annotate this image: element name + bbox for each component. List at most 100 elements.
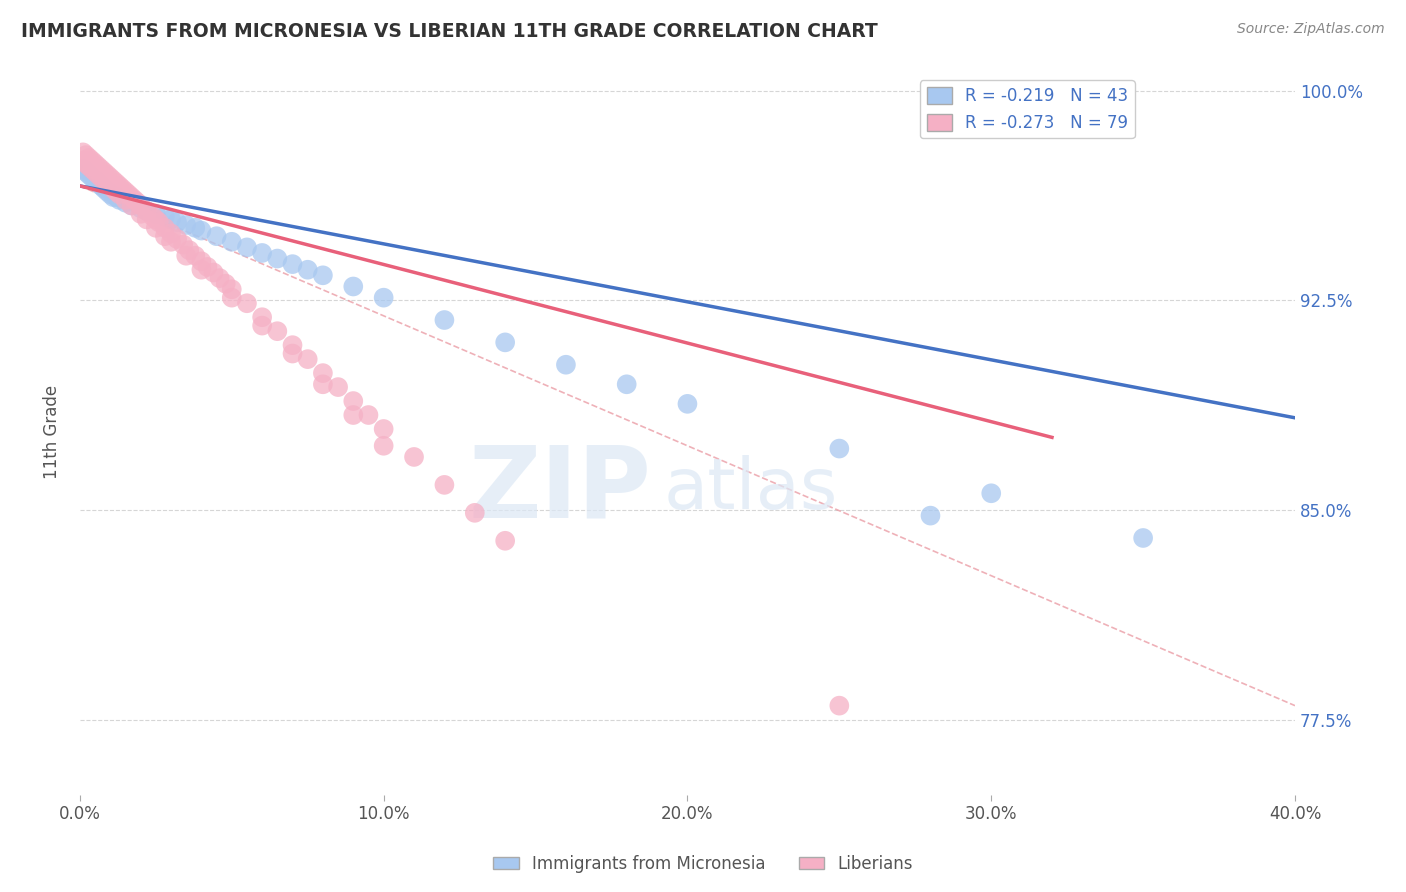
Point: [114, 185, 136, 199]
Point: [494, 533, 516, 548]
Point: [980, 486, 1002, 500]
Point: [98, 170, 121, 185]
Point: [676, 397, 699, 411]
Point: [166, 232, 188, 246]
Point: [202, 266, 225, 280]
Point: [160, 235, 183, 249]
Point: [433, 313, 456, 327]
Point: [402, 450, 425, 464]
Point: [281, 338, 304, 352]
Point: [160, 212, 183, 227]
Point: [250, 246, 273, 260]
Point: [93, 165, 115, 179]
Point: [174, 218, 197, 232]
Point: [129, 201, 152, 215]
Point: [179, 243, 201, 257]
Point: [166, 215, 188, 229]
Point: [80, 162, 103, 177]
Point: [77, 151, 100, 165]
Point: [312, 377, 335, 392]
Point: [312, 366, 335, 380]
Point: [221, 235, 243, 249]
Point: [208, 271, 231, 285]
Point: [297, 262, 319, 277]
Point: [326, 380, 349, 394]
Point: [77, 168, 100, 182]
Point: [297, 352, 319, 367]
Point: [108, 193, 131, 207]
Point: [221, 291, 243, 305]
Point: [96, 176, 118, 190]
Point: [174, 249, 197, 263]
Point: [135, 204, 157, 219]
Point: [98, 187, 121, 202]
Point: [172, 237, 194, 252]
Point: [236, 296, 259, 310]
Point: [153, 220, 176, 235]
Point: [90, 162, 112, 177]
Point: [153, 210, 176, 224]
Point: [312, 268, 335, 283]
Point: [250, 318, 273, 333]
Point: [197, 260, 219, 274]
Point: [87, 168, 110, 182]
Point: [215, 277, 238, 291]
Point: [494, 335, 516, 350]
Point: [114, 195, 136, 210]
Point: [84, 156, 107, 170]
Point: [357, 408, 380, 422]
Point: [93, 173, 115, 187]
Point: [205, 229, 228, 244]
Point: [184, 249, 207, 263]
Point: [342, 279, 364, 293]
Point: [114, 193, 136, 207]
Legend: R = -0.219   N = 43, R = -0.273   N = 79: R = -0.219 N = 43, R = -0.273 N = 79: [920, 80, 1135, 138]
Point: [190, 254, 212, 268]
Point: [145, 207, 167, 221]
Point: [142, 210, 165, 224]
Point: [373, 422, 395, 436]
Point: [90, 178, 112, 193]
Point: [828, 698, 851, 713]
Point: [103, 173, 125, 187]
Point: [124, 193, 146, 207]
Point: [828, 442, 851, 456]
Point: [127, 195, 149, 210]
Point: [105, 185, 128, 199]
Point: [145, 212, 167, 227]
Point: [90, 170, 112, 185]
Point: [98, 178, 121, 193]
Point: [464, 506, 486, 520]
Point: [75, 165, 97, 179]
Point: [72, 162, 94, 177]
Point: [108, 187, 131, 202]
Point: [373, 291, 395, 305]
Point: [77, 159, 100, 173]
Point: [75, 156, 97, 170]
Point: [281, 346, 304, 360]
Point: [342, 394, 364, 409]
Text: Source: ZipAtlas.com: Source: ZipAtlas.com: [1237, 22, 1385, 37]
Point: [555, 358, 578, 372]
Point: [148, 215, 170, 229]
Point: [72, 153, 94, 168]
Point: [135, 212, 157, 227]
Point: [87, 176, 110, 190]
Point: [184, 220, 207, 235]
Point: [80, 170, 103, 185]
Point: [121, 190, 143, 204]
Point: [281, 257, 304, 271]
Point: [103, 182, 125, 196]
Text: ZIP: ZIP: [468, 442, 651, 539]
Text: IMMIGRANTS FROM MICRONESIA VS LIBERIAN 11TH GRADE CORRELATION CHART: IMMIGRANTS FROM MICRONESIA VS LIBERIAN 1…: [21, 22, 877, 41]
Point: [87, 159, 110, 173]
Point: [129, 198, 152, 212]
Point: [236, 240, 259, 254]
Point: [72, 145, 94, 160]
Point: [105, 190, 128, 204]
Point: [1132, 531, 1154, 545]
Point: [75, 148, 97, 162]
Point: [121, 198, 143, 212]
Point: [129, 207, 152, 221]
Point: [250, 310, 273, 325]
